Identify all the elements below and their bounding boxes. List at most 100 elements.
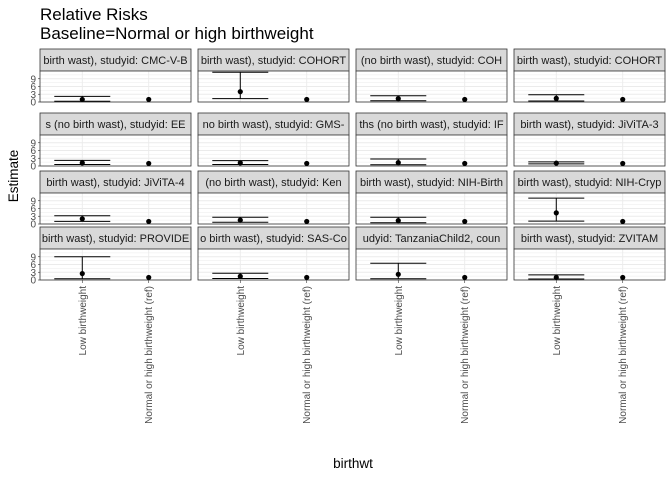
facet-strip-label: birth wast), studyid: COHORT [517,55,663,67]
panel-border [197,248,350,281]
facet-panel: birth wast), studyid: JiViTA-3 [513,112,666,167]
facet-strip-label: no birth wast), studyid: GMS- [203,119,345,131]
reference-point [304,218,310,225]
estimate-point [79,96,85,103]
y-tick-label: 3 [30,90,36,101]
estimate-point [237,89,243,95]
x-tick-label: Low birthweight [78,286,89,356]
estimate-point [237,273,243,279]
reference-point [304,274,310,281]
facet-panel: no birth wast), studyid: GMS- [197,112,350,167]
chart-title: Relative Risks [40,5,148,24]
y-tick-label: 9 [30,196,36,207]
panel-border [513,192,666,225]
y-tick-label: 9 [30,74,36,85]
x-tick-label: Low birthweight [552,286,563,356]
facet-strip-label: udyid: TanzaniaChild2, coun [363,233,500,245]
estimate-point [395,160,401,166]
facet-panel: birth wast), studyid: COHORT [513,48,666,103]
facet-strip-label: o birth wast), studyid: SAS-Co [200,233,347,245]
y-tick-label: 6 [30,146,36,157]
reference-point [620,274,626,281]
reference-point [620,218,626,225]
y-tick-label: 9 [30,252,36,263]
panel-border [197,134,350,167]
estimate-point [79,270,85,277]
facet-strip-label: s (no birth wast), studyid: EE [46,119,186,131]
panel-border [513,248,666,281]
facet-panel: (no birth wast), studyid: COH [355,48,508,103]
facet-strip-label: (no birth wast), studyid: Ken [205,177,341,189]
estimate-point [237,160,243,166]
reference-point [462,218,468,225]
reference-point [620,160,626,167]
x-tick-label: Low birthweight [394,286,405,356]
facet-strip-label: birth wast), studyid: JiViTA-4 [46,177,184,189]
y-tick-label: 6 [30,260,36,271]
estimate-point [395,218,401,224]
y-tick-label: 0 [30,220,36,231]
facet-panel: ths (no birth wast), studyid: IF [355,112,508,167]
facet-panel: birth wast), studyid: COHORT [197,48,350,103]
y-tick-label: 3 [30,154,36,165]
x-axis: Low birthweight Normal or high birthweigh… [78,280,629,424]
panel-border [355,134,508,167]
panel-border [197,192,350,225]
reference-point [146,160,152,167]
estimate-point [553,210,559,216]
estimate-point [79,160,85,166]
reference-point [146,274,152,281]
reference-point [304,160,310,167]
estimate-point [553,95,559,101]
estimate-point [79,216,85,222]
panel-border [513,70,666,103]
panel-border [197,70,350,103]
estimate-point [395,271,401,277]
facet-panel: birth wast), studyid: NIH-Birth [355,170,508,225]
facet-panel: (no birth wast), studyid: Ken [197,170,350,225]
estimate-point [237,217,243,223]
facet-strip-label: birth wast), studyid: NIH-Birth [360,177,503,189]
y-tick-label: 6 [30,204,36,215]
y-tick-label: 9 [30,138,36,149]
reference-point [304,96,310,103]
y-tick-label: 3 [30,268,36,279]
panel-border [355,192,508,225]
x-axis-title: birthwt [333,456,373,471]
facet-strip-label: birth wast), studyid: COHORT [201,55,347,67]
facet-panel: birth wast), studyid: ZVITAM [513,226,666,281]
y-tick-label: 6 [30,82,36,93]
panel-border [513,134,666,167]
estimate-point [395,96,401,102]
facet-strip-label: (no birth wast), studyid: COH [361,55,502,67]
reference-point [146,96,152,103]
x-tick-label: Normal or high birthweight (ref) [144,286,155,424]
facet-panel: o birth wast), studyid: SAS-Co [197,226,350,281]
reference-point [462,274,468,281]
facet-panel: birth wast), studyid: NIH-Cryp [513,170,666,225]
reference-point [620,96,626,103]
panel-border [355,70,508,103]
x-tick-label: Normal or high birthweight (ref) [302,286,313,424]
facet-strip-label: birth wast), studyid: PROVIDE [42,233,189,245]
reference-point [146,218,152,225]
y-tick-label: 3 [30,212,36,223]
y-tick-label: 0 [30,162,36,173]
facet-strip-label: birth wast), studyid: JiViTA-3 [520,119,658,131]
estimate-point [553,160,559,166]
reference-point [462,96,468,103]
y-tick-label: 0 [30,98,36,109]
chart-subtitle: Baseline=Normal or high birthweight [40,24,314,43]
facet-strip-label: birth wast), studyid: CMC-V-B [43,55,187,67]
reference-point [462,160,468,167]
estimate-point [553,274,559,281]
facet-strip-label: birth wast), studyid: ZVITAM [521,233,658,245]
y-axis-title: Estimate [6,150,21,203]
facet-strip-label: ths (no birth wast), studyid: IF [359,119,504,131]
